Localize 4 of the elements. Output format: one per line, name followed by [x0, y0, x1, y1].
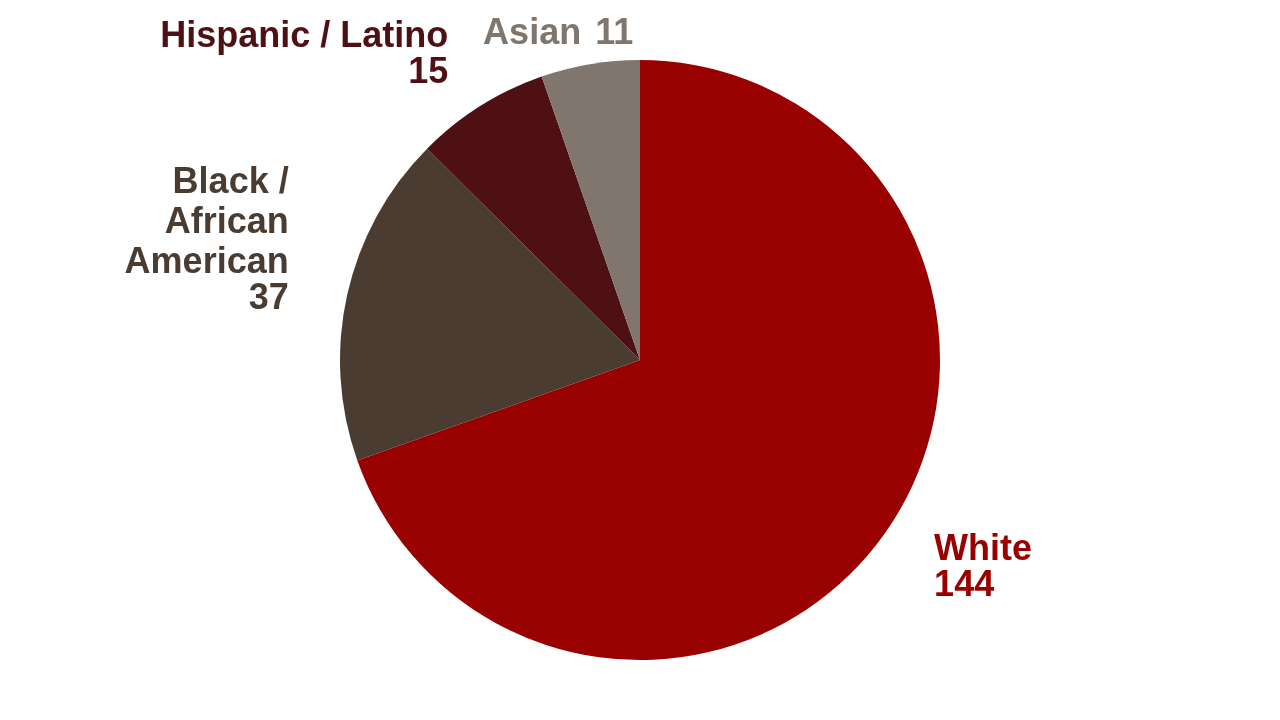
slice-label: Asian: [483, 11, 582, 53]
pie-slice: [340, 148, 640, 461]
data-label: 11: [595, 11, 634, 53]
pie-slice: [541, 60, 640, 360]
